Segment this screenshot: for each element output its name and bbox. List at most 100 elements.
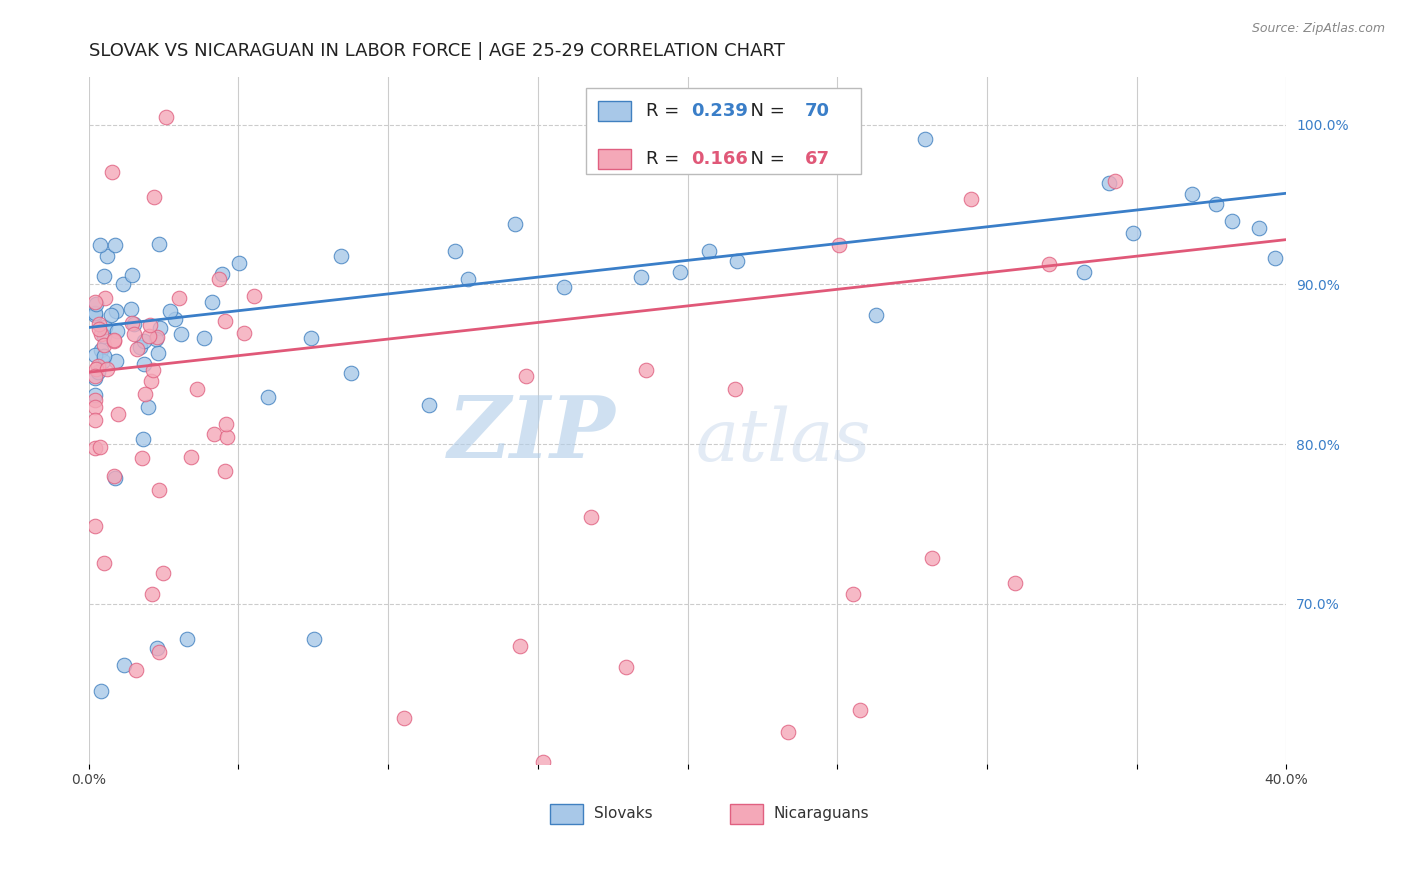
- Text: SLOVAK VS NICARAGUAN IN LABOR FORCE | AGE 25-29 CORRELATION CHART: SLOVAK VS NICARAGUAN IN LABOR FORCE | AG…: [89, 42, 785, 60]
- Point: [531, 755, 554, 769]
- Point: [83, 518, 105, 533]
- Point: [148, 483, 170, 498]
- Point: [89, 440, 111, 454]
- Point: [134, 357, 156, 371]
- Point: [83, 294, 105, 309]
- Point: [105, 324, 128, 338]
- Point: [86, 359, 108, 373]
- Text: 0.239: 0.239: [692, 102, 748, 120]
- Point: [93, 349, 115, 363]
- Point: [103, 334, 125, 348]
- FancyBboxPatch shape: [598, 101, 631, 121]
- Point: [614, 660, 637, 674]
- Point: [180, 450, 202, 465]
- Point: [725, 254, 748, 268]
- Point: [145, 332, 167, 346]
- Text: ZIP: ZIP: [449, 392, 616, 475]
- Text: R =: R =: [645, 150, 685, 168]
- Point: [921, 551, 943, 566]
- Point: [243, 288, 266, 302]
- Point: [170, 327, 193, 342]
- Point: [96, 249, 118, 263]
- Text: Source: ZipAtlas.com: Source: ZipAtlas.com: [1251, 22, 1385, 36]
- Point: [1205, 196, 1227, 211]
- Point: [83, 413, 105, 427]
- Point: [141, 587, 163, 601]
- Point: [636, 363, 658, 377]
- Point: [103, 238, 125, 252]
- Point: [87, 365, 110, 379]
- Point: [90, 343, 112, 357]
- Point: [1181, 186, 1204, 201]
- FancyBboxPatch shape: [586, 88, 862, 174]
- Point: [1264, 251, 1286, 265]
- Point: [960, 192, 983, 206]
- Point: [193, 331, 215, 345]
- Point: [827, 237, 849, 252]
- Point: [104, 353, 127, 368]
- Text: 0.166: 0.166: [692, 150, 748, 168]
- Point: [90, 326, 112, 341]
- Point: [83, 306, 105, 320]
- Point: [94, 320, 117, 334]
- Text: 67: 67: [806, 150, 830, 168]
- Point: [1073, 265, 1095, 279]
- Text: N =: N =: [740, 102, 790, 120]
- Point: [515, 368, 537, 383]
- Point: [776, 725, 799, 739]
- Point: [83, 442, 105, 456]
- Point: [83, 308, 105, 322]
- Point: [129, 340, 152, 354]
- Point: [302, 632, 325, 647]
- Point: [330, 249, 353, 263]
- Point: [228, 256, 250, 270]
- Point: [418, 398, 440, 412]
- Point: [93, 269, 115, 284]
- Point: [142, 363, 165, 377]
- Point: [186, 382, 208, 396]
- Point: [146, 641, 169, 656]
- FancyBboxPatch shape: [550, 805, 583, 823]
- Text: Nicaraguans: Nicaraguans: [773, 805, 869, 821]
- Point: [103, 334, 125, 348]
- Text: R =: R =: [645, 102, 685, 120]
- Point: [104, 470, 127, 484]
- Point: [132, 432, 155, 446]
- Text: Slovaks: Slovaks: [595, 805, 652, 821]
- Point: [121, 316, 143, 330]
- Point: [169, 291, 191, 305]
- Point: [1249, 221, 1271, 235]
- Point: [257, 390, 280, 404]
- Point: [155, 110, 177, 124]
- Point: [104, 303, 127, 318]
- Point: [83, 400, 105, 414]
- Point: [93, 338, 115, 352]
- Point: [100, 308, 122, 322]
- Point: [139, 318, 162, 333]
- Point: [132, 334, 155, 348]
- Point: [914, 132, 936, 146]
- Point: [84, 369, 107, 384]
- Point: [620, 131, 643, 145]
- Point: [553, 280, 575, 294]
- Point: [101, 164, 124, 178]
- Point: [94, 291, 117, 305]
- Point: [93, 556, 115, 570]
- Point: [630, 269, 652, 284]
- Point: [145, 330, 167, 344]
- Point: [89, 317, 111, 331]
- Point: [89, 238, 111, 252]
- Point: [509, 639, 531, 653]
- Point: [112, 657, 135, 672]
- Point: [159, 303, 181, 318]
- Point: [127, 343, 149, 357]
- Point: [146, 346, 169, 360]
- Point: [120, 302, 142, 317]
- Point: [83, 388, 105, 402]
- Point: [1098, 176, 1121, 190]
- Point: [215, 430, 238, 444]
- Point: [1104, 174, 1126, 188]
- Point: [340, 366, 363, 380]
- Point: [86, 297, 108, 311]
- Point: [134, 387, 156, 401]
